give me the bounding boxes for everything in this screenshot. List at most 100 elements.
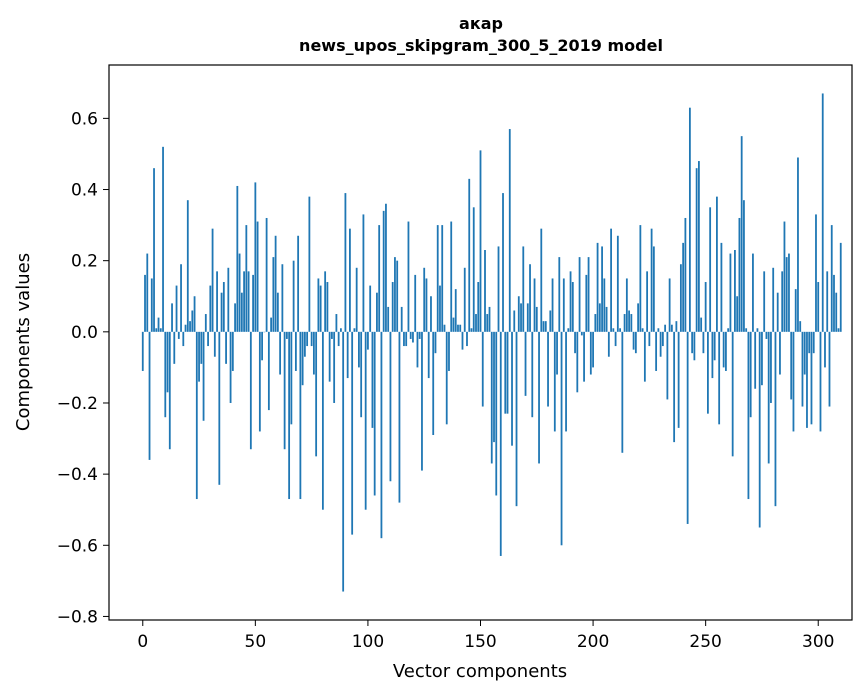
bar-component-178 [542,321,545,332]
bar-component-120 [412,331,414,343]
bar-component-108 [385,203,387,332]
bar-component-12 [168,331,171,450]
bar-component-229 [657,328,660,332]
bar-component-221 [639,225,642,332]
bar-component-58 [272,257,275,332]
bar-component-35 [220,292,223,332]
x-tick-label: 200 [577,632,609,652]
bar-component-287 [788,253,790,332]
bar-component-200 [592,331,594,368]
bar-component-33 [216,271,218,332]
bar-component-4 [150,278,153,332]
bar-component-166 [515,331,518,507]
bar-component-199 [589,331,592,375]
bar-component-273 [756,328,759,332]
bar-component-302 [821,93,824,332]
bar-component-282 [776,292,779,332]
bar-component-275 [761,331,763,386]
bar-component-292 [799,321,802,332]
bar-component-68 [294,331,297,371]
bar-component-188 [565,331,567,432]
bar-component-262 [731,331,734,457]
bar-component-52 [258,331,261,432]
bar-component-195 [580,331,583,336]
bar-component-231 [661,331,664,347]
bar-component-219 [634,331,637,354]
bar-component-146 [470,328,473,332]
bar-component-251 [707,331,709,414]
bar-component-18 [182,331,185,347]
bar-component-92 [349,228,351,332]
y-tick-label: −0.8 [57,607,98,627]
bar-component-246 [695,168,698,332]
bar-component-189 [567,328,570,332]
bar-component-41 [234,303,236,332]
chart-title: акар [459,14,503,33]
bar-component-208 [610,228,612,332]
bar-component-190 [569,271,572,332]
bar-component-106 [380,331,383,539]
bar-component-59 [274,235,277,332]
bar-component-85 [333,331,336,403]
bar-component-184 [556,331,558,375]
bar-component-135 [445,331,448,425]
bar-component-181 [549,310,552,332]
bar-component-217 [630,314,633,332]
bar-component-168 [520,303,522,332]
bar-component-182 [551,278,554,332]
x-tick-label: 300 [802,632,834,652]
bar-component-198 [587,257,590,332]
bar-component-63 [283,331,286,450]
bar-component-224 [646,271,649,332]
bar-component-27 [202,331,205,421]
bar-component-238 [677,331,680,428]
bar-component-152 [484,250,486,332]
bar-component-304 [826,271,829,332]
bar-component-64 [285,331,288,339]
bar-component-44 [240,292,243,332]
bar-component-283 [779,331,781,375]
bar-component-55 [265,217,268,332]
bar-component-203 [598,303,601,332]
bar-component-53 [261,331,263,361]
bar-component-157 [495,331,498,496]
bar-component-235 [670,324,673,332]
bar-component-204 [601,246,603,332]
x-tick-label: 50 [245,632,267,652]
bar-component-174 [533,278,536,332]
bar-component-75 [310,331,313,347]
bar-component-244 [691,331,694,354]
bar-component-50 [254,182,257,332]
bar-component-160 [502,193,504,332]
bar-component-99 [364,331,367,510]
bar-component-78 [317,278,320,332]
bar-component-210 [614,331,617,347]
bar-component-128 [430,296,432,332]
bar-component-76 [312,331,315,375]
chart-subtitle: news_upos_skipgram_300_5_2019 model [299,36,663,55]
bar-component-207 [607,331,610,357]
bar-component-131 [436,225,439,332]
bar-component-194 [578,257,581,332]
bar-component-36 [222,282,225,332]
bar-component-263 [734,250,736,332]
bar-component-267 [743,200,745,332]
bar-component-60 [276,292,279,332]
bar-component-57 [270,317,273,332]
x-axis-ticks: 0 50 100 150 200 250 300 [137,620,834,652]
bar-component-278 [767,331,770,464]
bar-component-222 [641,328,644,332]
bar-component-298 [812,331,815,354]
bar-component-245 [693,331,696,361]
bar-component-43 [238,253,241,332]
bar-component-7 [157,317,160,332]
bar-component-15 [175,285,178,332]
bar-component-248 [700,317,703,332]
bar-component-173 [531,331,534,418]
bar-component-24 [195,331,198,500]
bar-component-67 [292,260,295,332]
bar-component-296 [808,331,811,354]
bar-component-112 [394,257,396,332]
y-tick-label: 0.2 [71,252,98,272]
bar-component-93 [351,331,354,535]
